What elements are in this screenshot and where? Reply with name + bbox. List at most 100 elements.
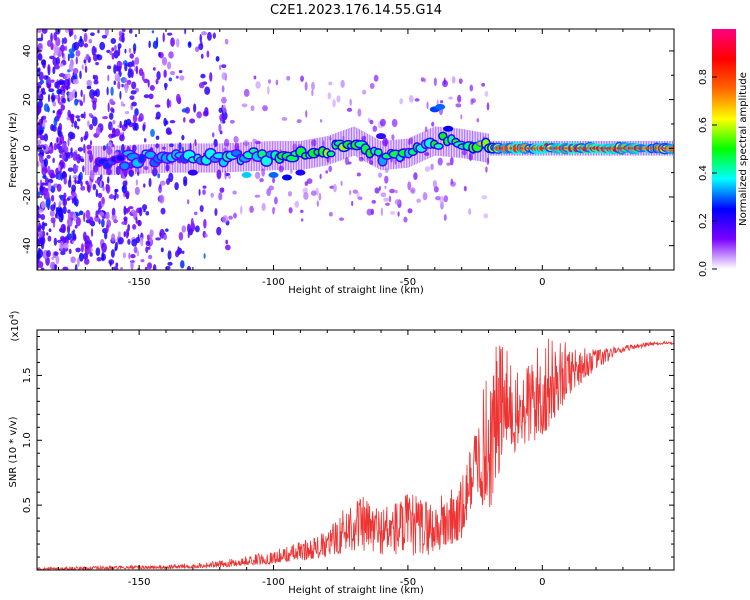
noise-blob	[43, 222, 48, 227]
noise-blob	[328, 81, 333, 86]
noise-blob	[52, 110, 55, 114]
noise-blob	[457, 94, 462, 103]
ridge-core	[521, 147, 523, 150]
noise-blob	[336, 95, 341, 103]
noise-blob	[68, 48, 75, 54]
noise-blob	[37, 239, 41, 243]
noise-blob	[141, 204, 148, 211]
noise-blob	[75, 56, 78, 65]
noise-blob	[37, 227, 42, 231]
ridge-core	[637, 147, 639, 150]
noise-blob	[219, 64, 222, 71]
noise-blob	[262, 105, 268, 112]
ridge-core	[591, 147, 593, 150]
noise-blob	[426, 101, 429, 110]
secondary-blob	[268, 172, 279, 179]
ridge-blob	[327, 151, 335, 156]
noise-blob	[209, 72, 213, 82]
noise-blob	[78, 252, 84, 262]
noise-blob	[204, 107, 209, 116]
noise-blob	[261, 202, 266, 212]
noise-blob	[68, 52, 75, 59]
noise-blob	[131, 101, 137, 107]
noise-blob	[62, 205, 67, 215]
noise-blob	[114, 188, 119, 193]
noise-blob	[268, 79, 271, 84]
noise-blob	[301, 218, 304, 222]
noise-blob	[253, 75, 257, 80]
ridge-core	[563, 147, 565, 150]
ridge-core	[559, 147, 561, 150]
noise-blob	[187, 199, 190, 205]
ridge-core	[547, 147, 549, 150]
noise-blob	[95, 188, 99, 198]
noise-blob	[151, 30, 155, 34]
ridge-core	[661, 147, 663, 150]
noise-blob	[63, 242, 69, 249]
noise-blob	[377, 172, 383, 178]
noise-blob	[200, 73, 206, 79]
noise-blob	[59, 154, 62, 159]
noise-blob	[356, 172, 361, 177]
noise-blob	[224, 244, 231, 251]
snr-y-tick-label: 0.5	[22, 497, 33, 513]
noise-blob	[82, 231, 87, 242]
noise-blob	[74, 98, 79, 106]
noise-blob	[131, 209, 136, 215]
noise-blob	[118, 30, 123, 37]
snr-marks	[37, 338, 674, 570]
noise-blob	[369, 82, 375, 89]
noise-blob	[136, 250, 140, 257]
noise-blob	[61, 142, 67, 151]
noise-blob	[203, 218, 207, 229]
noise-blob	[49, 55, 55, 60]
noise-blob	[47, 39, 52, 47]
noise-blob	[184, 29, 187, 35]
noise-blob	[194, 225, 200, 233]
ridge-blob	[287, 155, 298, 162]
noise-blob	[73, 41, 80, 51]
ridge-core	[528, 147, 530, 150]
noise-blob	[110, 193, 113, 199]
noise-blob	[52, 157, 55, 163]
noise-blob	[181, 225, 187, 233]
noise-blob	[340, 180, 343, 187]
noise-blob	[138, 207, 143, 217]
noise-blob	[46, 250, 51, 258]
snr-series-line	[37, 338, 674, 570]
noise-blob	[83, 43, 89, 48]
noise-blob	[439, 195, 445, 205]
noise-blob	[146, 234, 150, 241]
noise-blob	[389, 188, 396, 194]
ridge-core	[523, 147, 524, 150]
noise-blob	[92, 74, 96, 80]
noise-blob	[85, 53, 90, 61]
noise-blob	[101, 242, 107, 253]
noise-blob	[333, 183, 337, 193]
noise-blob	[408, 95, 414, 103]
ridge-core	[614, 147, 616, 150]
noise-blob	[349, 190, 352, 196]
noise-blob	[111, 143, 115, 148]
noise-blob	[155, 111, 161, 120]
noise-blob	[275, 79, 279, 86]
noise-blob	[37, 214, 42, 219]
noise-blob	[113, 195, 117, 201]
spectrogram-x-ticks: -150 -100 -50 0	[58, 29, 651, 288]
noise-blob	[414, 98, 420, 102]
noise-blob	[58, 79, 64, 86]
noise-blob	[55, 207, 58, 215]
noise-blob	[148, 177, 152, 188]
ridge-core	[529, 147, 531, 150]
spectrogram-marks	[37, 29, 674, 270]
noise-blob	[470, 98, 474, 106]
noise-blob	[57, 207, 63, 218]
noise-blob	[296, 119, 302, 124]
noise-blob	[380, 207, 384, 217]
colorbar-tick-label: 0.8	[698, 69, 709, 85]
noise-blob	[416, 198, 422, 203]
ridge-core	[589, 147, 590, 150]
noise-blob	[50, 194, 55, 202]
noise-blob	[389, 211, 396, 215]
figure-title: C2E1.2023.176.14.55.G14	[270, 3, 442, 18]
